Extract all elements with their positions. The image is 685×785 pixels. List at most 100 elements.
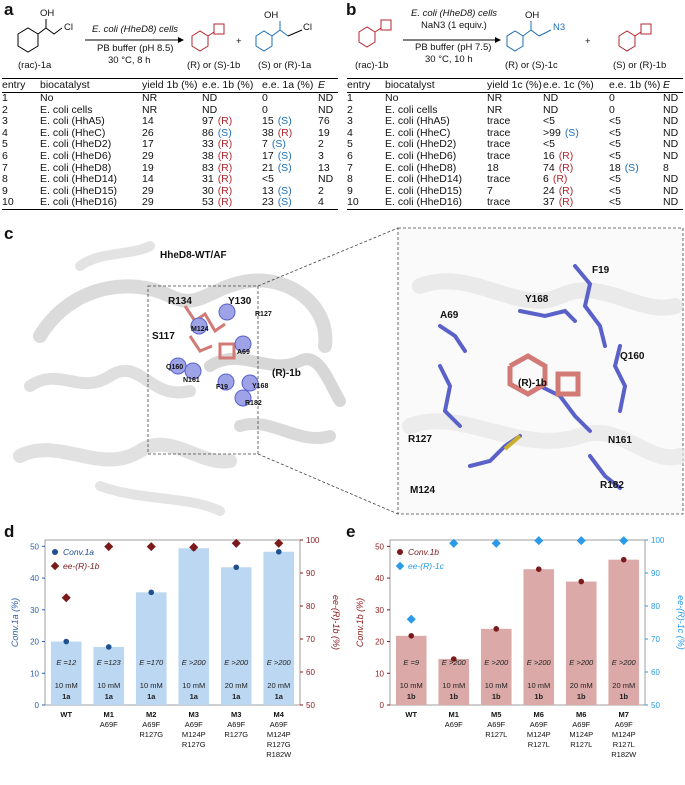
- table-cell-yield: 29: [142, 184, 154, 197]
- concentration-label: 10 mM: [55, 681, 78, 690]
- table-cell: 14: [142, 115, 202, 128]
- table-cell-ee1c: (S): [217, 126, 232, 139]
- table-cell-E: 19: [318, 126, 330, 139]
- table-cell-ee2: 0: [262, 92, 268, 104]
- table-row: 1 No NR ND 0 ND: [347, 92, 683, 105]
- concentration-label: 20 mM: [612, 681, 635, 690]
- table-cell: 13 (S): [262, 184, 318, 198]
- table-cell-ee1c: (R): [558, 196, 574, 209]
- e-value-label: E >200: [267, 658, 292, 667]
- residue-label: Q160: [620, 351, 645, 362]
- scheme-a-product1: (R) or (S)-1b: [187, 60, 241, 71]
- plot-frame: [44, 539, 301, 706]
- table-cell: <5: [262, 173, 318, 186]
- table-cell-ee2c: (S): [277, 184, 292, 197]
- table-cell: E. coli cells: [40, 103, 142, 117]
- table-cell-ee1c: (R): [558, 161, 574, 174]
- table-cell: 33 (R): [202, 139, 262, 151]
- y-left-tick-label: 10: [375, 669, 384, 678]
- table-cell-ee1: 74: [543, 161, 555, 174]
- table-cell-cat: E. coli (HheD2): [385, 138, 457, 151]
- y-right-tick-label: 70: [306, 635, 315, 644]
- table-header-cell: E: [318, 78, 338, 93]
- table-cell-entry: 3: [2, 115, 8, 128]
- scheme-b-product1: (R) or (S)-1c: [505, 60, 558, 71]
- category-label: R182W: [266, 750, 292, 759]
- table-cell: trace: [487, 150, 543, 163]
- table-cell-E: 13: [318, 161, 330, 174]
- table-cell: E. coli (HheD6): [40, 149, 142, 163]
- table-cell-cat: E. coli (HheD8): [40, 161, 112, 174]
- table-a: entry biocatalyst yield 1b (%) e.e. 1b (%) e…: [2, 78, 338, 210]
- table-cell: ND: [663, 104, 683, 117]
- table-cell-E: ND: [663, 92, 679, 104]
- residue-label: R127: [255, 311, 272, 318]
- table-cell: 97 (R): [202, 115, 262, 128]
- table-row: 6 E. coli (HheD6) trace 16 (R) <5 ND: [347, 149, 683, 163]
- table-cell: 86 (S): [202, 126, 262, 140]
- table-cell: trace: [487, 139, 543, 151]
- table-cell: 38 (R): [262, 127, 318, 140]
- table-cell-entry: 2: [2, 103, 8, 116]
- table-cell: 3: [318, 150, 338, 163]
- table-header-cell: e.e. 1c (%): [543, 78, 609, 93]
- e-value-label: E >200: [569, 658, 594, 667]
- category-label: M1: [104, 710, 114, 719]
- table-cell-ee2: <5: [609, 138, 621, 151]
- table-cell-ee2: 17: [262, 149, 274, 162]
- table-cell: 10: [2, 197, 40, 210]
- table-cell: 18: [487, 162, 543, 175]
- table-cell-yield: NR: [487, 92, 503, 104]
- scheme-b-structures: [358, 19, 652, 52]
- table-cell-E: ND: [318, 92, 334, 104]
- table-cell: <5: [609, 173, 663, 186]
- category-label: A69F: [100, 720, 118, 729]
- substrate-label: 1b: [407, 692, 416, 701]
- table-cell-entry: 6: [347, 149, 353, 162]
- bar: [565, 581, 597, 705]
- table-cell: ND: [543, 104, 609, 117]
- table-cell-ee2: 21: [262, 161, 274, 174]
- table-cell: <5: [609, 197, 663, 210]
- category-label: A69F: [530, 720, 548, 729]
- table-cell-cat: E. coli cells: [40, 103, 93, 116]
- table-cell-E: ND: [663, 196, 679, 209]
- table-cell: <5: [609, 150, 663, 163]
- table-cell: 74 (R): [543, 161, 609, 175]
- y-left-tick-label: 0: [380, 701, 385, 710]
- table-cell: 4: [347, 126, 385, 140]
- table-cell-cat: E. coli (HheD6): [40, 149, 112, 162]
- table-cell-entry: 4: [347, 126, 353, 139]
- table-cell: E. coli (HheD15): [385, 185, 487, 198]
- table-cell-ee1c: (R): [217, 173, 233, 186]
- table-cell: <5: [609, 139, 663, 151]
- table-cell: E. coli (HheD8): [40, 161, 142, 175]
- category-label: A69F: [445, 720, 463, 729]
- table-cell: E. coli (HheD14): [385, 173, 487, 186]
- table-cell: 53 (R): [202, 197, 262, 210]
- category-label: R127G: [267, 740, 291, 749]
- category-label: M6: [534, 710, 544, 719]
- table-cell-ee2: <5: [609, 126, 621, 139]
- table-cell-ee1c: (R): [217, 115, 233, 128]
- table-row: 1 No NR ND 0 ND: [2, 92, 338, 105]
- table-header-cell: entry: [347, 78, 385, 93]
- table-cell: ND: [663, 139, 683, 151]
- table-cell-ee1: 83: [202, 161, 214, 174]
- conv-point: [105, 644, 112, 650]
- table-cell: 5: [347, 139, 385, 151]
- table-cell-E: 4: [318, 196, 324, 209]
- category-label: M1: [449, 710, 459, 719]
- table-cell: 6: [2, 150, 40, 163]
- scheme-b-substrate: (rac)-1b: [355, 60, 389, 71]
- table-cell-yield: trace: [487, 126, 511, 139]
- category-label: R127L: [570, 740, 592, 749]
- category-label: R127L: [613, 740, 635, 749]
- table-cell-ee2: 7: [262, 138, 268, 151]
- category-label: M124P: [569, 730, 593, 739]
- table-cell: E. coli (HheD15): [40, 185, 142, 198]
- table-cell: 9: [2, 185, 40, 198]
- table-cell-E: ND: [663, 126, 679, 139]
- table-cell: 19: [318, 126, 338, 140]
- table-cell-ee1: 30: [202, 184, 214, 197]
